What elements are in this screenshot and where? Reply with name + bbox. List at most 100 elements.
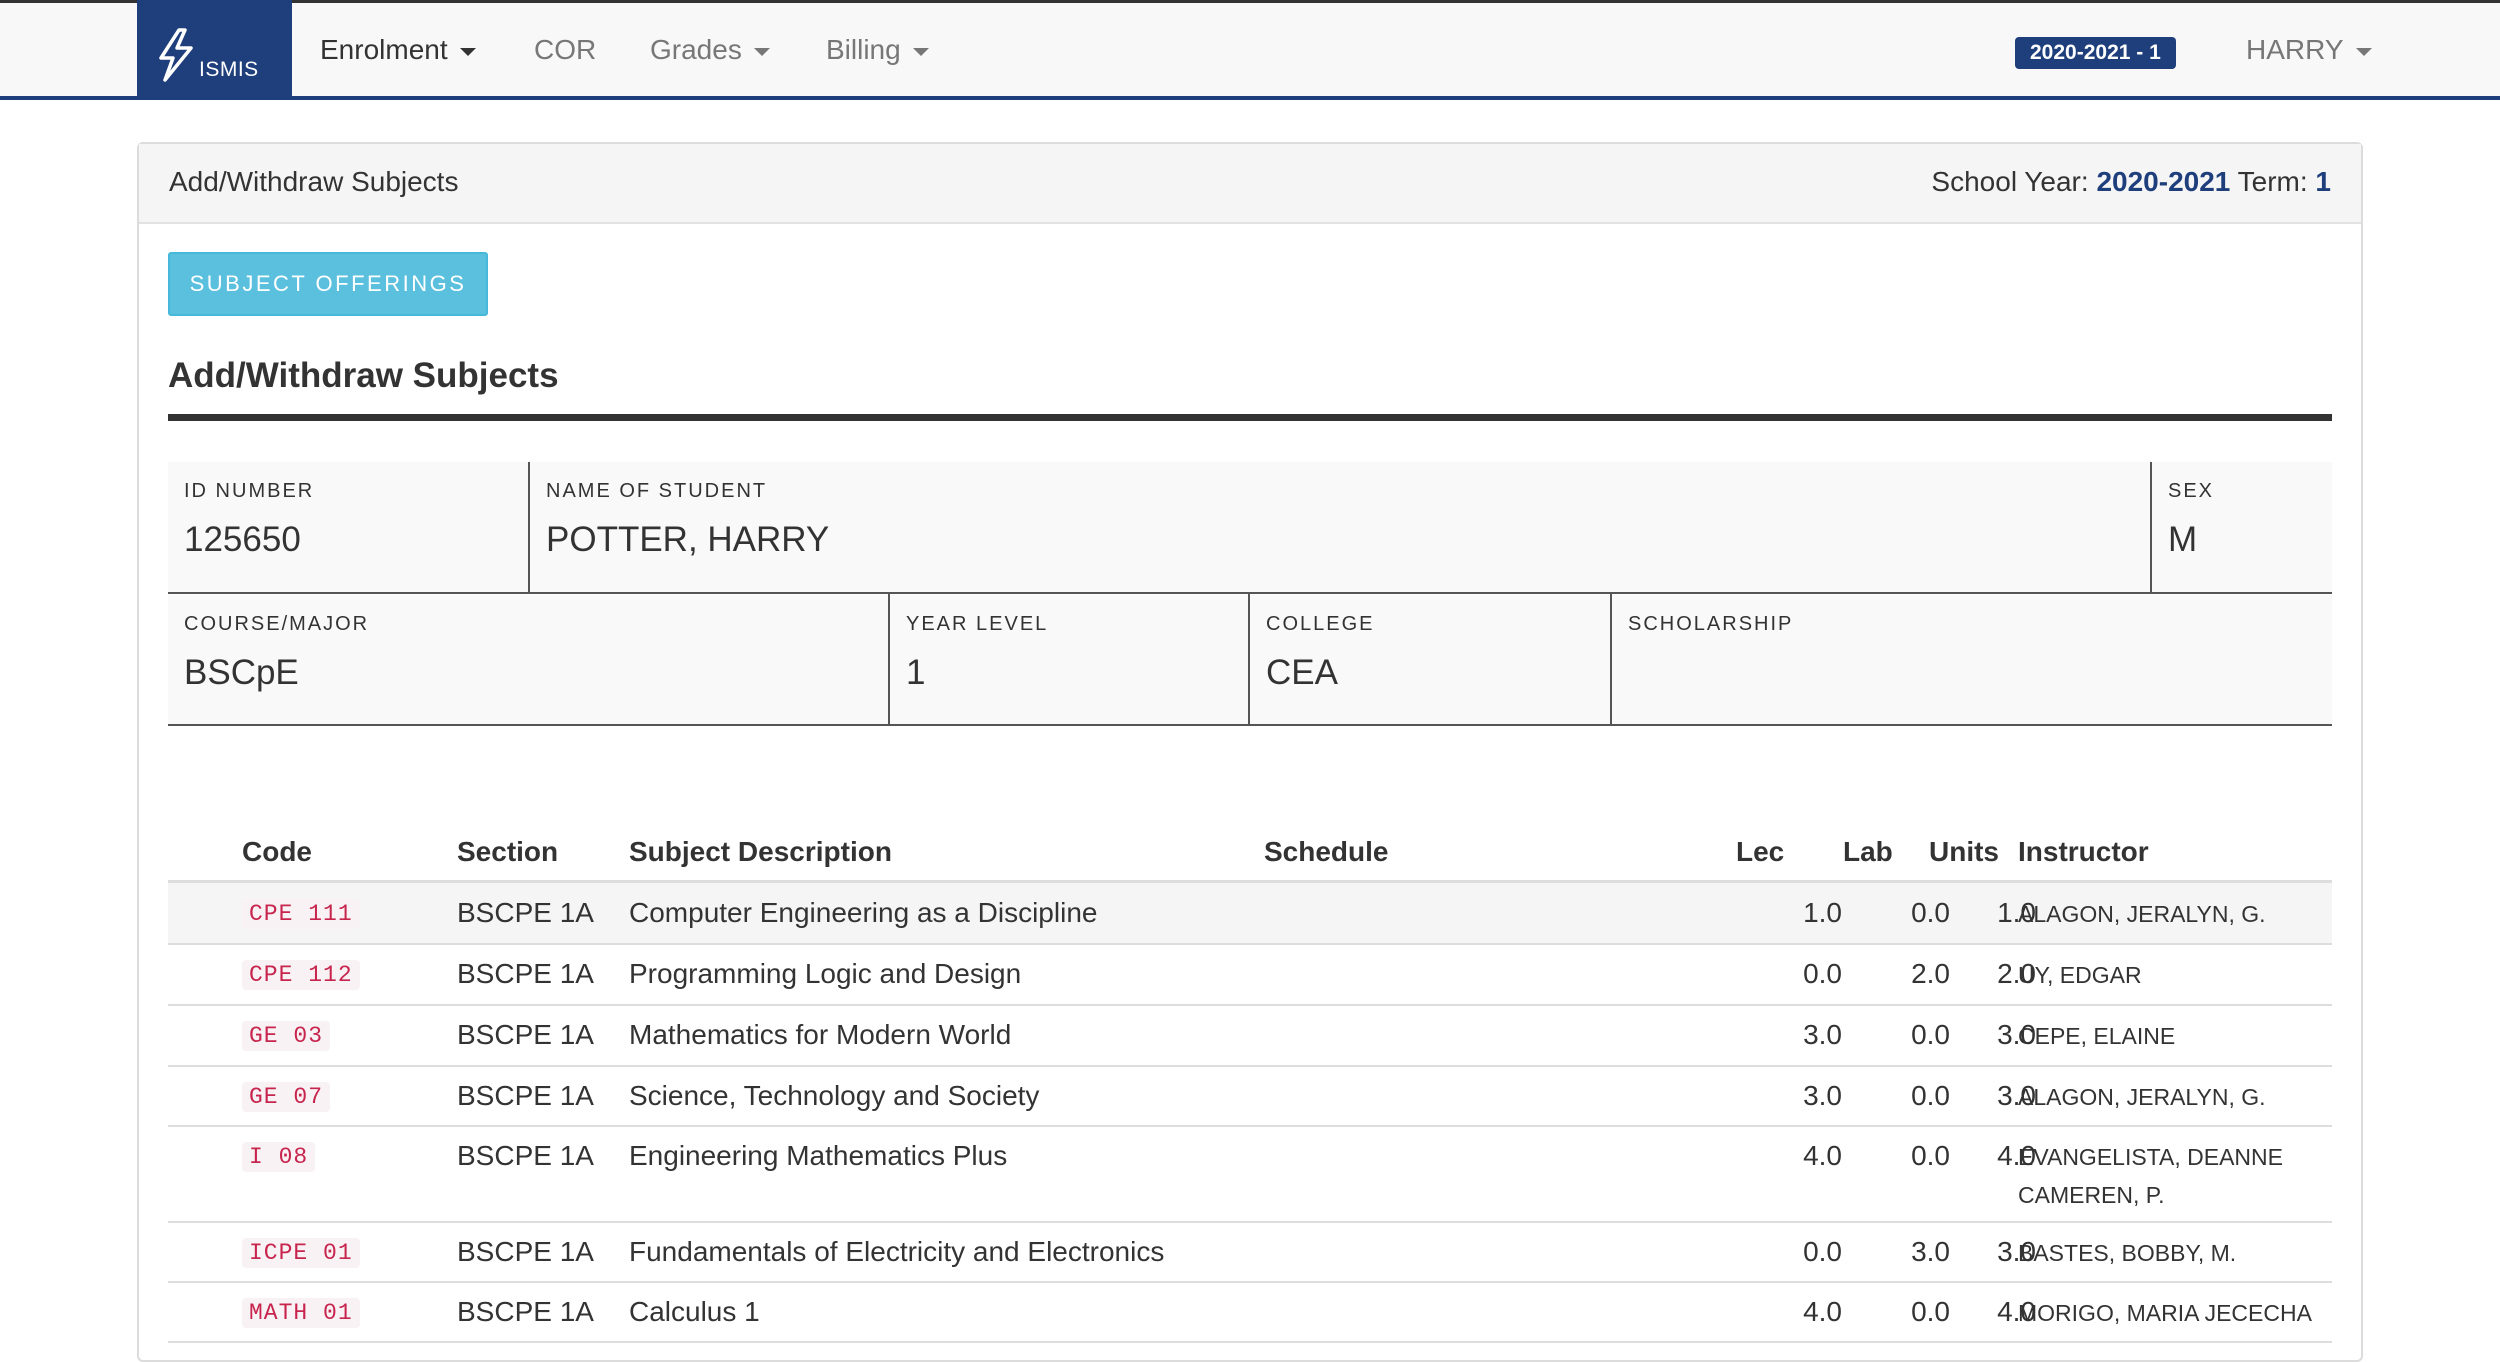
table-row[interactable]: CPE 111 BSCPE 1A Computer Engineering as… [168,883,2332,945]
subject-code: ICPE 01 [242,1238,360,1268]
sex-cell: SEX M [2152,462,2332,592]
id-number-label: ID NUMBER [184,480,315,502]
sex-label: SEX [2168,480,2215,502]
user-name: HARRY [2246,34,2344,65]
college-value: CEA [1266,653,1338,692]
college-cell: COLLEGE CEA [1250,595,1610,725]
instructor-cell: BASTES, BOBBY, M. [2018,1240,2237,1266]
table-row[interactable]: MATH 01 BSCPE 1A Calculus 1 4.0 0.0 4.0 … [168,1283,2332,1343]
school-year-term: School Year: 2020-2021 Term: 1 [1931,166,2331,198]
col-header-schedule: Schedule [1264,836,1389,867]
student-name-value: POTTER, HARRY [546,520,830,559]
grid-divider [1610,594,1612,726]
instructor-cell: ALAGON, JERALYN, G. [2018,901,2266,927]
nav-billing-label: Billing [826,34,901,65]
nav-cor[interactable]: COR [534,30,596,70]
section-divider [168,414,2332,421]
description-cell: Programming Logic and Design [629,958,1022,989]
subject-offerings-button[interactable]: SUBJECT OFFERINGS [168,252,488,316]
instructor-cell: CEPE, ELAINE [2018,1023,2176,1049]
section-cell: BSCPE 1A [457,1296,594,1327]
section-cell: BSCPE 1A [457,1236,594,1267]
nav-enrolment[interactable]: Enrolment [320,30,476,70]
subject-code: GE 03 [242,1021,331,1051]
table-header-rule [168,880,2332,883]
description-cell: Calculus 1 [629,1296,760,1327]
subject-code: I 08 [242,1142,316,1172]
user-menu[interactable]: HARRY [2246,30,2372,70]
college-label: COLLEGE [1266,613,1375,635]
nav-cor-label: COR [534,34,597,65]
scholarship-label: SCHOLARSHIP [1628,613,1794,635]
caret-down-icon [912,47,929,56]
panel-title: Add/Withdraw Subjects [169,166,459,197]
nav-grades-label: Grades [650,34,742,65]
units-cell: 1.0 [1997,897,2036,928]
caret-down-icon [753,47,770,56]
school-year-label: School Year: [1931,166,2089,197]
sex-value: M [2168,520,2198,559]
student-name-cell: NAME OF STUDENT POTTER, HARRY [530,462,2150,592]
instructor-cell: UY, EDGAR [2018,962,2142,988]
navbar-top-line [0,0,2500,3]
grid-divider [888,594,890,726]
term-value: 1 [2315,166,2331,197]
ismis-logo[interactable]: ISMIS [137,0,292,98]
col-header-instructor: Instructor [2018,836,2149,867]
lab-cell: 3.0 [1911,1236,1950,1267]
nav-grades[interactable]: Grades [650,30,770,70]
description-cell: Computer Engineering as a Discipline [629,897,1098,928]
col-header-lab: Lab [1843,836,1893,867]
lab-cell: 2.0 [1911,958,1950,989]
section-title: Add/Withdraw Subjects [168,356,559,395]
lec-cell: 3.0 [1803,1080,1842,1111]
add-withdraw-panel: Add/Withdraw Subjects School Year: 2020-… [137,142,2363,1362]
col-header-code: Code [242,836,312,867]
lab-cell: 0.0 [1911,897,1950,928]
subject-code: CPE 112 [242,960,360,990]
col-header-section: Section [457,836,559,867]
lab-cell: 0.0 [1911,1140,1950,1171]
id-number-cell: ID NUMBER 125650 [168,462,528,592]
year-level-label: YEAR LEVEL [906,613,1049,635]
table-row[interactable]: GE 03 BSCPE 1A Mathematics for Modern Wo… [168,1006,2332,1067]
section-cell: BSCPE 1A [457,1140,594,1171]
course-value: BSCpE [184,653,299,692]
lec-cell: 1.0 [1803,897,1842,928]
table-row[interactable]: GE 07 BSCPE 1A Science, Technology and S… [168,1067,2332,1127]
table-row[interactable]: ICPE 01 BSCPE 1A Fundamentals of Electri… [168,1223,2332,1283]
units-cell: 2.0 [1997,958,2036,989]
col-header-description: Subject Description [629,836,892,867]
term-label: Term: [2237,166,2308,197]
school-year-value: 2020-2021 [2096,166,2231,197]
nav-billing[interactable]: Billing [826,30,929,70]
course-label: COURSE/MAJOR [184,613,370,635]
col-header-units: Units [1929,836,1999,867]
student-name-label: NAME OF STUDENT [546,480,768,502]
lec-cell: 0.0 [1803,958,1842,989]
lab-cell: 0.0 [1911,1019,1950,1050]
panel-header: Add/Withdraw Subjects School Year: 2020-… [139,144,2361,224]
course-cell: COURSE/MAJOR BSCpE [168,595,888,725]
description-cell: Fundamentals of Electricity and Electron… [629,1236,1165,1267]
lec-cell: 4.0 [1803,1140,1842,1171]
description-cell: Mathematics for Modern World [629,1019,1012,1050]
logo-text: ISMIS [199,58,259,81]
subject-code: MATH 01 [242,1298,360,1328]
table-row[interactable]: CPE 112 BSCPE 1A Programming Logic and D… [168,945,2332,1006]
section-cell: BSCPE 1A [457,897,594,928]
term-badge: 2020-2021 - 1 [2015,37,2176,69]
description-cell: Engineering Mathematics Plus [629,1140,1008,1171]
grid-divider [2150,462,2152,593]
lab-cell: 0.0 [1911,1296,1950,1327]
col-header-lec: Lec [1736,836,1785,867]
units-cell: 3.0 [1997,1019,2036,1050]
table-row[interactable]: I 08 BSCPE 1A Engineering Mathematics Pl… [168,1127,2332,1223]
section-cell: BSCPE 1A [457,958,594,989]
lec-cell: 0.0 [1803,1236,1842,1267]
section-cell: BSCPE 1A [457,1080,594,1111]
grid-divider [528,462,530,593]
year-level-cell: YEAR LEVEL 1 [890,595,1248,725]
units-cell: 3.0 [1997,1236,2036,1267]
units-cell: 3.0 [1997,1080,2036,1111]
